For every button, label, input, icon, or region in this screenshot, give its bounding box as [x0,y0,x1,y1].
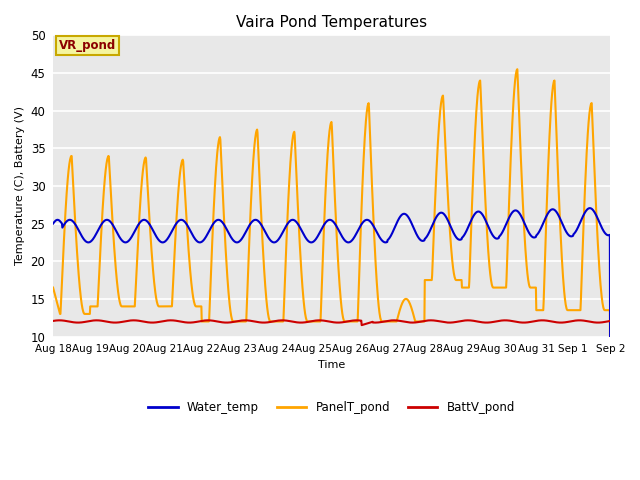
X-axis label: Time: Time [318,360,346,370]
Text: VR_pond: VR_pond [59,39,116,52]
Legend: Water_temp, PanelT_pond, BattV_pond: Water_temp, PanelT_pond, BattV_pond [143,396,520,419]
Title: Vaira Pond Temperatures: Vaira Pond Temperatures [236,15,428,30]
Y-axis label: Temperature (C), Battery (V): Temperature (C), Battery (V) [15,107,25,265]
